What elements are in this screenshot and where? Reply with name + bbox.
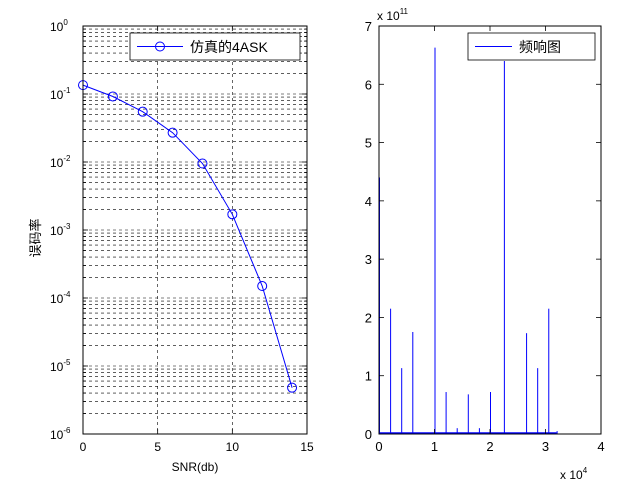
freq-y-tick-label: 2 <box>365 310 372 325</box>
freq-y-tick-label: 6 <box>365 77 372 92</box>
freq-x-tick-label: 2 <box>486 439 493 454</box>
freq-x-multiplier: x 104 <box>560 466 588 482</box>
ber-legend-label: 仿真的4ASK <box>190 39 268 55</box>
freq-ticks: 0 1 2 3 4 5 6 7 0 1 2 3 4 <box>365 19 605 454</box>
ber-data-point <box>167 127 178 138</box>
freq-chart: 0 1 2 3 4 5 6 7 0 1 2 3 4 x 1011 x 104 频响图 <box>365 7 605 482</box>
freq-x-tick-label: 4 <box>597 439 604 454</box>
freq-y-tick-label: 7 <box>365 19 372 34</box>
freq-y-tick-label: 0 <box>365 427 372 442</box>
ber-data-point <box>197 158 208 169</box>
ber-y-tick-label: 10-2 <box>50 154 71 170</box>
ber-y-tick-label: 10-6 <box>50 426 71 442</box>
freq-legend-label: 频响图 <box>519 39 561 55</box>
freq-legend: 频响图 <box>467 32 596 61</box>
freq-y-tick-label: 3 <box>365 252 372 267</box>
ber-x-tick-label: 0 <box>80 440 87 454</box>
ber-data-point <box>287 382 298 393</box>
ber-grid <box>83 26 307 435</box>
ber-legend-box <box>129 32 301 61</box>
ber-y-tick-label: 10-5 <box>50 358 71 374</box>
ber-data-point <box>137 106 148 117</box>
ber-ticks: 100 10-1 10-2 10-3 10-4 10-5 10-6 0 5 10 15 <box>50 18 314 454</box>
ber-data-point <box>107 91 118 102</box>
ber-y-tick-label: 10-4 <box>50 290 71 306</box>
ber-line <box>82 84 293 388</box>
freq-y-tick-label: 4 <box>365 194 372 209</box>
ber-x-label: SNR(db) <box>172 460 219 474</box>
freq-x-tick-label: 0 <box>375 439 382 454</box>
freq-x-tick-label: 3 <box>542 439 549 454</box>
ber-chart: 100 10-1 10-2 10-3 10-4 10-5 10-6 0 5 10 15 SNR(db… <box>28 18 314 474</box>
freq-y-tick-label: 1 <box>365 369 372 384</box>
ber-y-tick-label: 100 <box>50 18 68 34</box>
freq-y-tick-label: 5 <box>365 136 372 151</box>
ber-x-tick-label: 10 <box>226 440 240 454</box>
ber-y-tick-label: 10-1 <box>50 86 71 102</box>
ber-y-label: 误码率 <box>28 218 44 257</box>
ber-data-point <box>257 281 268 292</box>
ber-series-line <box>82 84 293 388</box>
ber-x-tick-label: 5 <box>154 440 161 454</box>
freq-x-tick-label: 1 <box>431 439 438 454</box>
ber-data-point <box>227 209 238 220</box>
ber-plot-box <box>82 25 308 435</box>
freq-y-multiplier: x 1011 <box>377 7 409 23</box>
ber-y-tick-label: 10-3 <box>50 222 71 238</box>
ber-legend-marker <box>155 41 165 52</box>
freq-series-lines <box>379 47 558 434</box>
ber-legend: 仿真的4ASK <box>129 32 301 61</box>
ber-x-tick-label: 15 <box>300 440 314 454</box>
